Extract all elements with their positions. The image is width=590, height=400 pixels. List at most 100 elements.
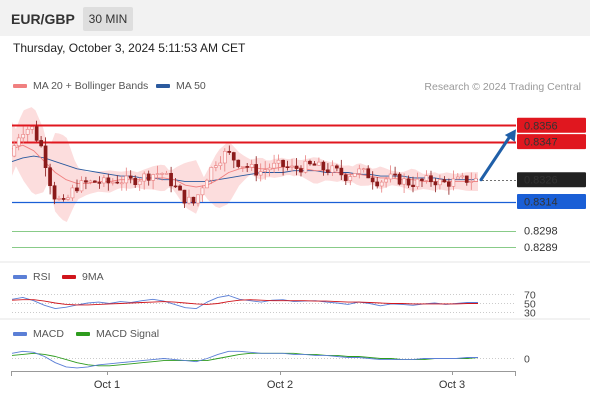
candle-body bbox=[406, 178, 411, 186]
candle-body bbox=[420, 178, 424, 181]
candle-body bbox=[182, 189, 187, 204]
candle-body bbox=[66, 197, 70, 200]
candle-body bbox=[146, 173, 151, 181]
rsi-legend: RSI bbox=[13, 271, 51, 283]
rsi-legend-label: RSI bbox=[33, 271, 51, 283]
candle-body bbox=[317, 161, 321, 166]
candle-body bbox=[240, 166, 245, 168]
candle-body bbox=[285, 166, 290, 168]
x-tick-label: Oct 2 bbox=[267, 379, 293, 391]
candle-body bbox=[411, 184, 415, 188]
resistance-2-label-box bbox=[517, 117, 586, 133]
macd-panel: 0 bbox=[11, 350, 530, 369]
macd-swatch bbox=[13, 332, 27, 337]
candle-body bbox=[451, 178, 456, 187]
candle-body bbox=[321, 161, 326, 171]
time-axis: Oct 1 Oct 2 Oct 3 bbox=[11, 371, 516, 391]
ma50-legend-label: MA 50 bbox=[176, 80, 206, 92]
candle-body bbox=[61, 198, 66, 200]
candle-body bbox=[218, 162, 223, 167]
macd-signal-swatch bbox=[76, 332, 90, 337]
candle-body bbox=[276, 159, 281, 164]
ma50-swatch bbox=[156, 84, 170, 89]
candle-body bbox=[151, 174, 156, 181]
x-tick-label: Oct 3 bbox=[439, 379, 465, 391]
candle-body bbox=[433, 181, 438, 186]
macd-tick-0: 0 bbox=[524, 354, 530, 366]
candle-body bbox=[245, 166, 250, 168]
candle-body bbox=[375, 181, 380, 187]
candle-body bbox=[397, 173, 402, 185]
ma20-legend: MA 20 + Bollinger Bands bbox=[13, 80, 148, 92]
rsi-ma-legend-label: 9MA bbox=[82, 271, 104, 283]
candle-body bbox=[473, 178, 478, 182]
candle-body bbox=[303, 160, 308, 173]
projection-arrow-shaft bbox=[479, 134, 512, 182]
candle-body bbox=[43, 145, 48, 168]
candle-body bbox=[446, 181, 451, 187]
candle-body bbox=[357, 168, 362, 174]
candle-body bbox=[455, 176, 460, 180]
bollinger-band bbox=[12, 107, 478, 222]
candle-body bbox=[128, 175, 133, 179]
macd-legend: MACD bbox=[13, 328, 64, 340]
candle-body bbox=[227, 151, 232, 153]
candle-body bbox=[30, 126, 35, 130]
rsi-tick-70: 70 bbox=[524, 290, 536, 302]
candle-body bbox=[361, 168, 366, 170]
candle-body bbox=[442, 179, 447, 183]
candle-body bbox=[424, 175, 429, 181]
macd-signal-legend: MACD Signal bbox=[76, 328, 159, 340]
candle-body bbox=[258, 171, 263, 176]
support-1-label: 0.8314 bbox=[524, 197, 558, 209]
candle-body bbox=[88, 180, 93, 183]
candle-body bbox=[393, 173, 397, 176]
candle-body bbox=[437, 179, 442, 186]
candle-body bbox=[469, 181, 474, 183]
candle-body bbox=[187, 196, 191, 204]
last-price-label-box bbox=[517, 172, 586, 188]
candle-body bbox=[299, 168, 303, 173]
candle-body bbox=[272, 162, 277, 169]
candle-body bbox=[384, 178, 389, 183]
candle-body bbox=[115, 181, 120, 184]
candle-body bbox=[75, 187, 79, 192]
resistance-2-label: 0.8356 bbox=[524, 120, 558, 132]
candle-body bbox=[402, 178, 406, 185]
candle-body bbox=[236, 159, 241, 167]
x-tick-label: Oct 1 bbox=[94, 379, 120, 391]
candle-body bbox=[124, 175, 129, 184]
candle-body bbox=[334, 165, 339, 169]
candle-body bbox=[93, 180, 97, 183]
candle-body bbox=[464, 175, 469, 183]
rsi-swatch bbox=[13, 275, 27, 280]
timeframe-button[interactable]: 30 MIN bbox=[83, 7, 133, 31]
candle-body bbox=[25, 129, 30, 135]
rsi-tick-30: 30 bbox=[524, 308, 536, 320]
candle-body bbox=[39, 140, 43, 147]
last-price-label: 0.8326 bbox=[524, 175, 558, 187]
candle-body bbox=[205, 179, 209, 189]
symbol-title: EUR/GBP bbox=[11, 11, 75, 27]
candle-body bbox=[343, 174, 348, 181]
timestamp: Thursday, October 3, 2024 5:11:53 AM CET bbox=[13, 41, 246, 55]
candle-body bbox=[57, 198, 61, 200]
candle-body bbox=[119, 182, 124, 185]
candle-body bbox=[173, 185, 178, 188]
resistance-1-label: 0.8347 bbox=[524, 137, 558, 149]
candle-body bbox=[339, 167, 344, 176]
candle-body bbox=[214, 165, 218, 168]
candle-body bbox=[415, 178, 420, 188]
ma50-legend: MA 50 bbox=[156, 80, 206, 92]
candle-body bbox=[330, 165, 335, 173]
candle-body bbox=[133, 178, 138, 186]
candle-body bbox=[348, 176, 353, 181]
candle-body bbox=[231, 152, 236, 161]
candle-body bbox=[79, 180, 84, 192]
candle-body bbox=[155, 173, 160, 175]
rsi-ma-line bbox=[11, 299, 478, 306]
macd-signal-legend-label: MACD Signal bbox=[96, 328, 160, 340]
candle-body bbox=[52, 185, 57, 200]
